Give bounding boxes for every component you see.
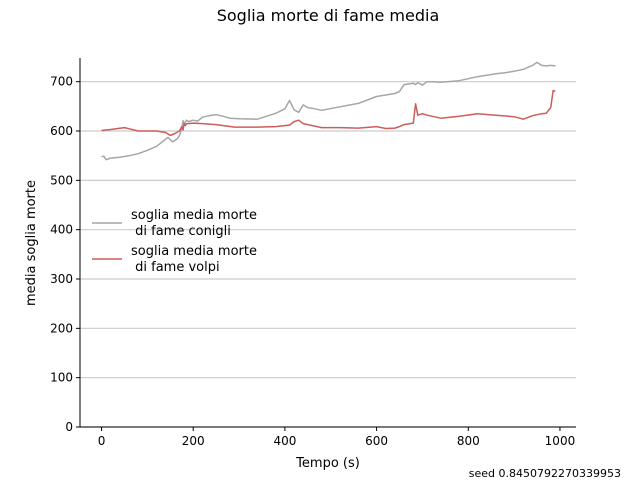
x-axis-label: Tempo (s) (295, 456, 360, 471)
seed-footnote: seed 0.8450792270339953 (469, 467, 621, 480)
y-tick-label: 0 (65, 420, 73, 434)
y-tick-label: 600 (50, 124, 73, 138)
series-line-1 (101, 89, 556, 137)
x-tick-label: 1000 (545, 434, 576, 448)
series-line-0 (101, 61, 556, 161)
y-tick-label: 100 (50, 371, 73, 385)
y-tick-label: 500 (50, 173, 73, 187)
y-tick-label: 300 (50, 272, 73, 286)
legend: soglia media morte di fame conigli soglia… (92, 208, 257, 275)
axes (79, 58, 576, 428)
gridlines (80, 81, 576, 428)
x-tick-label: 800 (457, 434, 480, 448)
y-tick-label: 700 (50, 75, 73, 89)
x-tick-label: 600 (365, 434, 388, 448)
legend-entry-0: soglia media morte di fame conigli (92, 208, 257, 239)
legend-label: soglia media morte di fame conigli (131, 208, 257, 239)
x-tick-label: 400 (273, 434, 296, 448)
chart-title: Soglia morte di fame media (217, 6, 440, 25)
y-tick-label: 400 (50, 223, 73, 237)
y-tick-label: 200 (50, 321, 73, 335)
series-lines (101, 61, 556, 161)
y-axis-label: media soglia morte (24, 180, 39, 306)
ticks: 0 100 200 300 400 500 600 700 0 200 400 600 800 1000 (50, 75, 575, 448)
legend-label: soglia media morte di fame volpi (131, 244, 257, 275)
legend-entry-1: soglia media morte di fame volpi (92, 244, 257, 275)
x-tick-label: 200 (182, 434, 205, 448)
x-tick-label: 0 (98, 434, 106, 448)
